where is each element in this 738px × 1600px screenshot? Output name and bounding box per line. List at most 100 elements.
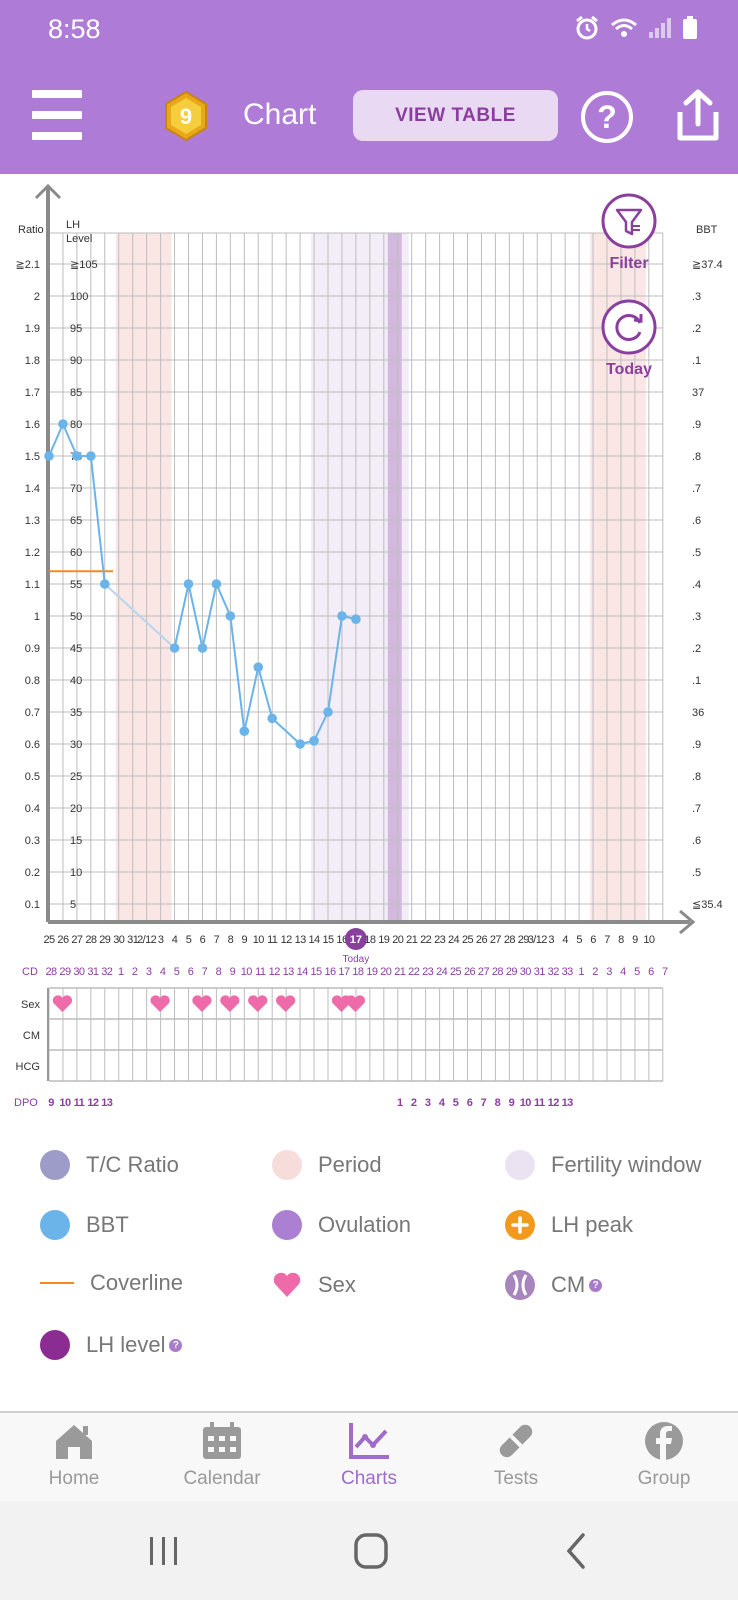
cd-value: 28 [492, 966, 504, 978]
nav-tests[interactable]: Tests [456, 1421, 576, 1490]
ratio-axis-title: Ratio [18, 224, 44, 236]
dpo-value: 1 [397, 1097, 403, 1109]
cd-value: 27 [478, 966, 490, 978]
nav-calendar[interactable]: Calendar [162, 1421, 282, 1490]
lh-data-point [44, 451, 54, 461]
lh-tick-label: 60 [70, 547, 82, 559]
lh-tick-label: 20 [70, 803, 82, 815]
lh-data-point [58, 419, 68, 429]
dpo-value: 9 [48, 1097, 54, 1109]
legend-label: CM [551, 1272, 586, 1297]
nav-home[interactable]: Home [14, 1421, 134, 1490]
coverline-swatch [40, 1282, 74, 1284]
home-system-button[interactable] [341, 1529, 401, 1573]
ratio-tick-label: 0.7 [25, 707, 40, 719]
cycle-chart[interactable]: Ratio LH Level BBT ≧2.1 ≧105 ≧37.4 2 100.3 1.9 95.… [0, 176, 738, 1134]
filter-button[interactable]: Filter [584, 192, 674, 273]
today-button[interactable]: Today [584, 298, 674, 379]
battery-icon [683, 16, 697, 39]
cd-value: 13 [283, 966, 295, 978]
dpo-value: 5 [453, 1097, 459, 1109]
dpo-value: 13 [101, 1097, 113, 1109]
date-label: 15 [322, 934, 334, 946]
ratio-tick-label: 1 [34, 611, 40, 623]
ratio-tick-label: 1.9 [25, 323, 40, 335]
bbt-axis-title: BBT [696, 224, 718, 236]
legend-label: LH peak [551, 1212, 633, 1237]
cd-value: 30 [520, 966, 532, 978]
ratio-tick-label: 1.5 [25, 451, 40, 463]
legend-label: Fertility window [551, 1152, 702, 1177]
date-label: 3/12 [528, 934, 547, 946]
ratio-tick-label: 0.3 [25, 835, 40, 847]
dpo-value: 2 [411, 1097, 417, 1109]
date-label: 11 [267, 934, 278, 946]
help-button[interactable]: ? [580, 90, 634, 144]
dpo-value: 4 [439, 1097, 446, 1109]
date-label: 6 [200, 934, 206, 946]
lh-data-point [211, 579, 222, 589]
dpo-value: 6 [467, 1097, 473, 1109]
date-label: 22 [420, 934, 432, 946]
ratio-tick-label: 0.6 [25, 739, 40, 751]
date-label: 3 [548, 934, 554, 946]
date-label: 24 [448, 934, 460, 946]
status-time: 8:58 [48, 14, 101, 44]
cd-value: 18 [352, 966, 364, 978]
cd-value: 9 [230, 966, 236, 978]
filter-icon [601, 193, 657, 249]
bbt-tick-label: .3 [692, 291, 701, 303]
recent-apps-button[interactable] [134, 1529, 194, 1573]
legend-item-bbt: BBT [40, 1210, 129, 1240]
cd-value: 24 [436, 966, 448, 978]
chart-legend: T/C Ratio Period Fertility window BBT Ovulat… [0, 1150, 738, 1400]
lh-data-point [337, 611, 347, 621]
nav-group[interactable]: Group [604, 1421, 724, 1490]
view-table-button[interactable]: VIEW TABLE [353, 90, 558, 141]
lh-axis-title: Level [66, 233, 92, 245]
page-title: Chart [243, 98, 317, 131]
lh-tick-label: 80 [70, 419, 82, 431]
lh-data-point [72, 451, 82, 461]
lh-tick-label: 30 [70, 739, 82, 751]
lh-axis-title: LH [66, 219, 80, 231]
dpo-label: DPO [14, 1097, 38, 1109]
lh-data-point [295, 739, 305, 749]
level-badge[interactable]: 9 [162, 90, 210, 142]
ratio-tick-label: 1.7 [25, 387, 40, 399]
bbt-tick-label: .1 [692, 355, 701, 367]
dpo-value: 12 [87, 1097, 99, 1109]
svg-text:?: ? [597, 99, 617, 135]
help-icon[interactable]: ? [589, 1278, 603, 1292]
date-label: 27 [490, 934, 502, 946]
cd-value: 2 [132, 966, 138, 978]
lh-tick-label: ≧105 [70, 259, 98, 271]
x-axis-arrow [679, 909, 696, 935]
legend-swatch [40, 1150, 70, 1180]
nav-charts[interactable]: Charts [309, 1421, 429, 1490]
date-label: 7 [214, 934, 220, 946]
menu-button[interactable] [32, 90, 84, 140]
legend-item-t-c-ratio: T/C Ratio [40, 1150, 179, 1180]
legend-label: BBT [86, 1212, 129, 1237]
lh-data-point [253, 662, 264, 672]
ratio-tick-label: 1.4 [25, 483, 40, 495]
bottom-navigation: Home Calendar Charts Tests Group [0, 1411, 738, 1501]
lh-tick-label: 65 [70, 515, 82, 527]
legend-item-coverline: Coverline [40, 1270, 183, 1296]
ratio-tick-label: 1.1 [25, 579, 40, 591]
help-icon[interactable]: ? [169, 1338, 183, 1352]
legend-swatch [505, 1150, 535, 1180]
back-button[interactable] [547, 1529, 607, 1573]
share-button[interactable] [672, 88, 724, 144]
dpo-value: 9 [509, 1097, 515, 1109]
dpo-value: 13 [562, 1097, 574, 1109]
lh-data-point [183, 579, 194, 589]
ratio-tick-label: 1.2 [25, 547, 40, 559]
date-label: 23 [434, 934, 446, 946]
sex-heart-icon [52, 995, 73, 1012]
ovulation-band [387, 233, 402, 922]
legend-label: Coverline [90, 1270, 183, 1295]
heart-icon [272, 1270, 302, 1300]
row-label-sex: Sex [21, 999, 40, 1011]
